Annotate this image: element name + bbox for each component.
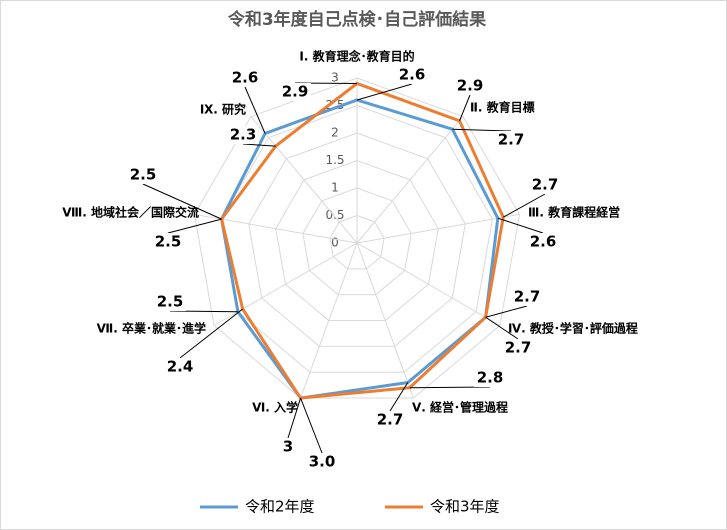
r-tick-label: 2 — [331, 126, 339, 140]
chart-title: 令和3年度自己点検･自己評価結果 — [228, 9, 486, 30]
data-label-bg — [127, 166, 159, 184]
data-label-bg — [152, 233, 184, 251]
category-label: Ⅰ. 教育理念･教育目的 — [299, 49, 414, 64]
data-label: 2.6 — [399, 66, 426, 84]
leader-line — [485, 316, 519, 340]
data-label: 2.7 — [532, 176, 559, 194]
data-label-bg — [154, 293, 186, 311]
leader-line — [287, 397, 302, 439]
leader-line — [169, 310, 238, 313]
data-label: 2.7 — [514, 288, 541, 306]
data-label: 2.9 — [282, 83, 309, 101]
data-label-bg — [272, 438, 304, 456]
data-label: 2.5 — [130, 166, 157, 184]
leader-line — [300, 397, 323, 454]
grid-line — [248, 132, 466, 347]
series-line — [220, 98, 500, 400]
data-label-bg — [164, 358, 196, 376]
data-label: 2.9 — [457, 77, 484, 95]
spoke — [356, 242, 414, 399]
leader-line — [503, 193, 546, 218]
leader-line — [452, 128, 512, 132]
data-label: 2.6 — [530, 233, 557, 251]
legend-label: 令和2年度 — [245, 498, 315, 516]
r-tick-label: 3 — [331, 71, 339, 85]
data-label: 3.0 — [309, 453, 336, 471]
r-tick-label: 0 — [331, 236, 339, 250]
data-label-bg — [527, 233, 559, 251]
data-label: 3 — [283, 438, 293, 456]
data-label: 2.3 — [230, 126, 257, 144]
data-label: 2.4 — [167, 358, 194, 376]
data-label: 2.5 — [157, 293, 184, 311]
leader-line — [242, 143, 276, 147]
grid-line — [275, 159, 439, 322]
category-label: Ⅱ. 教育目標 — [470, 100, 535, 115]
data-label: 2.7 — [498, 131, 525, 149]
category-label: Ⅸ. 研究 — [200, 102, 246, 117]
data-label-bg — [396, 66, 428, 84]
data-label-bg — [454, 77, 486, 95]
leader-line — [142, 183, 222, 220]
grid-line — [302, 187, 412, 296]
data-label-bg — [227, 126, 259, 144]
data-label-bg — [474, 369, 506, 387]
data-label: 2.5 — [155, 233, 182, 251]
data-label-bg — [306, 453, 338, 471]
data-label-bg — [374, 411, 406, 429]
r-tick-label: 1 — [331, 181, 339, 195]
leader-line — [356, 83, 413, 101]
leader-line — [244, 86, 266, 134]
data-label-bg — [229, 69, 261, 87]
grid-line — [329, 214, 385, 270]
grid-line — [193, 77, 521, 399]
data-label-bg — [529, 176, 561, 194]
spoke — [356, 116, 464, 244]
data-label: 2.7 — [505, 339, 532, 357]
series-line — [219, 81, 505, 400]
category-label: Ⅴ. 経営･管理過程 — [412, 400, 508, 415]
data-label-bg — [495, 131, 527, 149]
category-label: Ⅷ. 地域社会／国際交流 — [62, 205, 199, 220]
data-label-bg — [502, 339, 534, 357]
grid-line — [221, 104, 493, 373]
spoke — [250, 116, 358, 244]
legend-label: 令和3年度 — [430, 498, 500, 516]
category-label: Ⅲ. 教育課程経営 — [528, 205, 620, 220]
leader-line — [497, 217, 544, 234]
leader-line — [459, 94, 471, 122]
r-tick-label: 0.5 — [325, 208, 344, 222]
category-label: Ⅶ. 卒業･就業･進学 — [97, 321, 206, 336]
category-label: Ⅳ. 教授･学習･評価過程 — [508, 321, 638, 336]
spoke — [300, 242, 358, 399]
data-label-bg — [279, 83, 311, 101]
data-label: 2.6 — [232, 69, 259, 87]
data-label: 2.7 — [377, 411, 404, 429]
spoke — [356, 242, 501, 326]
leader-line — [389, 382, 409, 412]
data-label: 2.8 — [477, 369, 504, 387]
leader-line — [179, 308, 243, 359]
r-tick-label: 1.5 — [325, 153, 344, 167]
leader-line — [167, 218, 222, 234]
data-label-bg — [511, 288, 543, 306]
spoke — [356, 213, 520, 244]
leader-line — [485, 305, 528, 318]
category-label: Ⅵ. 入学 — [252, 400, 298, 415]
leader-line — [409, 386, 491, 389]
